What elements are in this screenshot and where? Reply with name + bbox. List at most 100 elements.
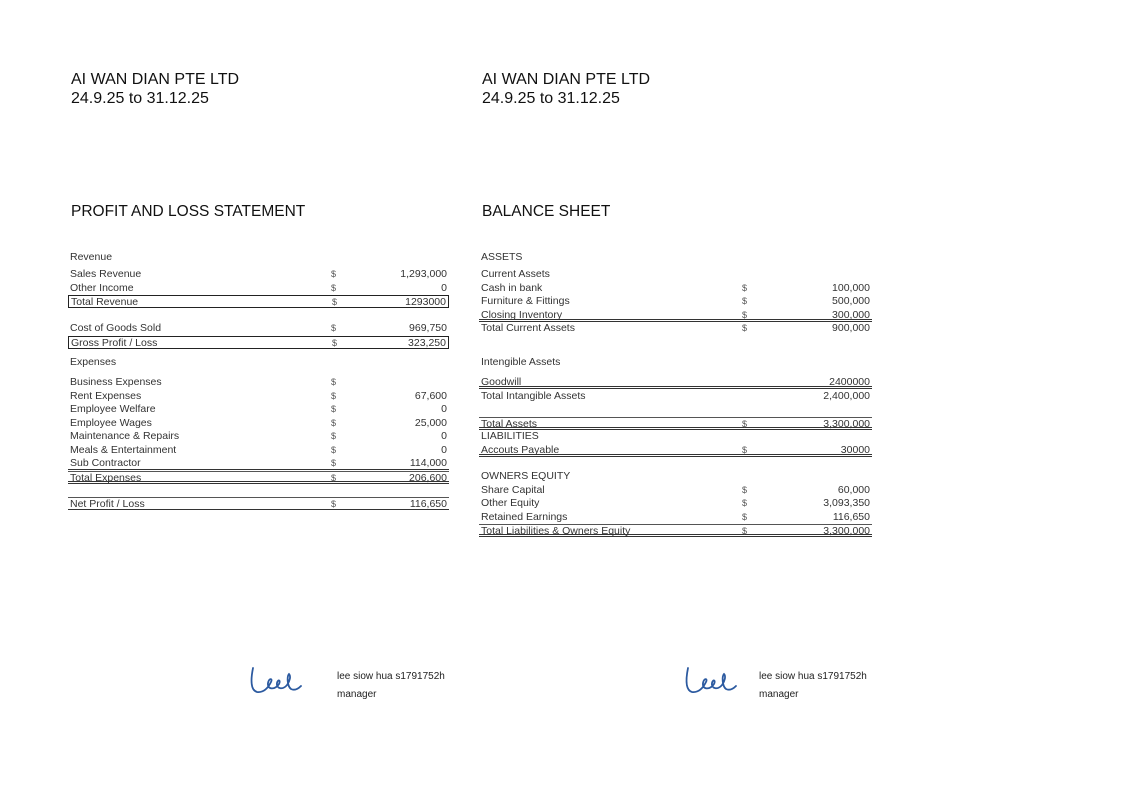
currency-symbol: $ <box>742 323 748 333</box>
bs-row: Share Capital $60,000 <box>479 484 872 497</box>
pl-row: Employee Welfare $0 <box>68 403 449 416</box>
row-value: 323,250 <box>408 337 446 349</box>
currency-symbol: $ <box>331 391 337 401</box>
currency-symbol: $ <box>742 310 748 320</box>
signatory-title-left: manager <box>337 689 377 700</box>
row-label: Other Income <box>70 282 134 294</box>
row-value: 3,300,000 <box>823 418 870 430</box>
row-value: 25,000 <box>414 417 447 429</box>
row-value: 114,000 <box>409 457 447 469</box>
bs-row: Total Intangible Assets 2,400,000 <box>479 390 872 403</box>
currency-symbol: $ <box>742 445 748 455</box>
currency-symbol: $ <box>332 338 338 348</box>
signature-left <box>250 667 302 693</box>
row-label: Other Equity <box>481 497 540 509</box>
row-label: Accouts Payable <box>481 444 560 456</box>
row-label: Revenue <box>70 251 113 263</box>
pl-row: Other Income $0 <box>68 282 449 295</box>
row-label: Total Current Assets <box>481 322 575 334</box>
currency-symbol: $ <box>331 499 337 509</box>
pl-row: Total Expenses $206,600 <box>68 471 449 484</box>
row-label: Current Assets <box>481 268 550 280</box>
pl-row: Expenses <box>68 356 449 369</box>
row-label: Maintenance & Repairs <box>70 430 180 442</box>
pl-row: Employee Wages $25,000 <box>68 417 449 430</box>
pl-company-name: AI WAN DIAN PTE LTD <box>71 71 240 88</box>
row-label: Total Expenses <box>70 472 142 484</box>
row-label: Closing Inventory <box>481 309 563 321</box>
currency-symbol: $ <box>331 431 337 441</box>
bs-row: Furniture & Fittings $500,000 <box>479 295 872 308</box>
row-label: Total Intangible Assets <box>481 390 586 402</box>
currency-symbol: $ <box>331 473 337 483</box>
row-label: Sub Contractor <box>70 457 141 469</box>
row-value: 116,650 <box>409 498 447 510</box>
row-label: Furniture & Fittings <box>481 295 570 307</box>
pl-row: Revenue <box>68 251 449 264</box>
row-label: Share Capital <box>481 484 545 496</box>
bs-company-name: AI WAN DIAN PTE LTD <box>482 71 651 88</box>
bs-row: LIABILITIES <box>479 430 872 443</box>
row-value: 1293000 <box>405 296 446 308</box>
pl-period: 24.9.25 to 31.12.25 <box>71 90 209 107</box>
row-label: Cost of Goods Sold <box>70 322 162 334</box>
bs-title: BALANCE SHEET <box>482 203 611 220</box>
row-value: 500,000 <box>832 295 870 307</box>
row-label: Total Assets <box>481 418 538 430</box>
bs-row: Total Assets $3,300,000 <box>479 417 872 430</box>
pl-row: Gross Profit / Loss $323,250 <box>68 336 449 349</box>
pl-row: Sub Contractor $114,000 <box>68 457 449 470</box>
currency-symbol: $ <box>742 498 748 508</box>
signature-right <box>685 667 737 693</box>
pl-row: Business Expenses $ <box>68 376 449 389</box>
currency-symbol: $ <box>742 419 748 429</box>
pl-row: Maintenance & Repairs $0 <box>68 430 449 443</box>
row-value: 206,600 <box>409 472 447 484</box>
row-value: 2,400,000 <box>823 390 870 402</box>
currency-symbol: $ <box>331 283 337 293</box>
row-label: Cash in bank <box>481 282 543 294</box>
currency-symbol: $ <box>331 323 337 333</box>
row-label: Intengible Assets <box>481 356 561 368</box>
bs-row: Accouts Payable $30000 <box>479 444 872 457</box>
row-value: 3,093,350 <box>823 497 870 509</box>
row-label: Total Liabilities & Owners Equity <box>481 525 631 537</box>
currency-symbol: $ <box>742 283 748 293</box>
row-value: 969,750 <box>409 322 447 334</box>
row-value: 30000 <box>840 444 870 456</box>
row-label: Rent Expenses <box>70 390 142 402</box>
pl-row: Net Profit / Loss $116,650 <box>68 497 449 510</box>
currency-symbol: $ <box>331 404 337 414</box>
pl-row: Rent Expenses $67,600 <box>68 390 449 403</box>
row-label: Total Revenue <box>71 296 139 308</box>
row-value: 67,600 <box>414 390 447 402</box>
row-label: Gross Profit / Loss <box>71 337 158 349</box>
currency-symbol: $ <box>331 269 337 279</box>
row-value: 1,293,000 <box>400 268 447 280</box>
pl-row: Cost of Goods Sold $969,750 <box>68 322 449 335</box>
signatory-name-left: lee siow hua s1791752h <box>337 671 445 682</box>
row-value: 60,000 <box>837 484 870 496</box>
row-value: 900,000 <box>832 322 870 334</box>
currency-symbol: $ <box>332 297 338 307</box>
currency-symbol: $ <box>331 377 337 387</box>
bs-row: Other Equity $3,093,350 <box>479 497 872 510</box>
row-value: 0 <box>441 282 447 294</box>
bs-row: Goodwill 2400000 <box>479 376 872 389</box>
pl-title: PROFIT AND LOSS STATEMENT <box>71 203 306 220</box>
row-value: 300,000 <box>832 309 870 321</box>
row-value: 3,300,000 <box>823 525 870 537</box>
bs-row: Current Assets <box>479 268 872 281</box>
row-value: 0 <box>441 430 447 442</box>
row-value: 116,650 <box>832 511 870 523</box>
row-label: ASSETS <box>481 251 523 263</box>
currency-symbol: $ <box>742 485 748 495</box>
pl-row: Total Revenue $1293000 <box>68 295 449 308</box>
row-label: OWNERS EQUITY <box>481 470 571 482</box>
bs-row: Cash in bank $100,000 <box>479 282 872 295</box>
row-label: Sales Revenue <box>70 268 142 280</box>
row-label: Meals & Entertainment <box>70 444 177 456</box>
row-label: Goodwill <box>481 376 522 388</box>
currency-symbol: $ <box>742 512 748 522</box>
